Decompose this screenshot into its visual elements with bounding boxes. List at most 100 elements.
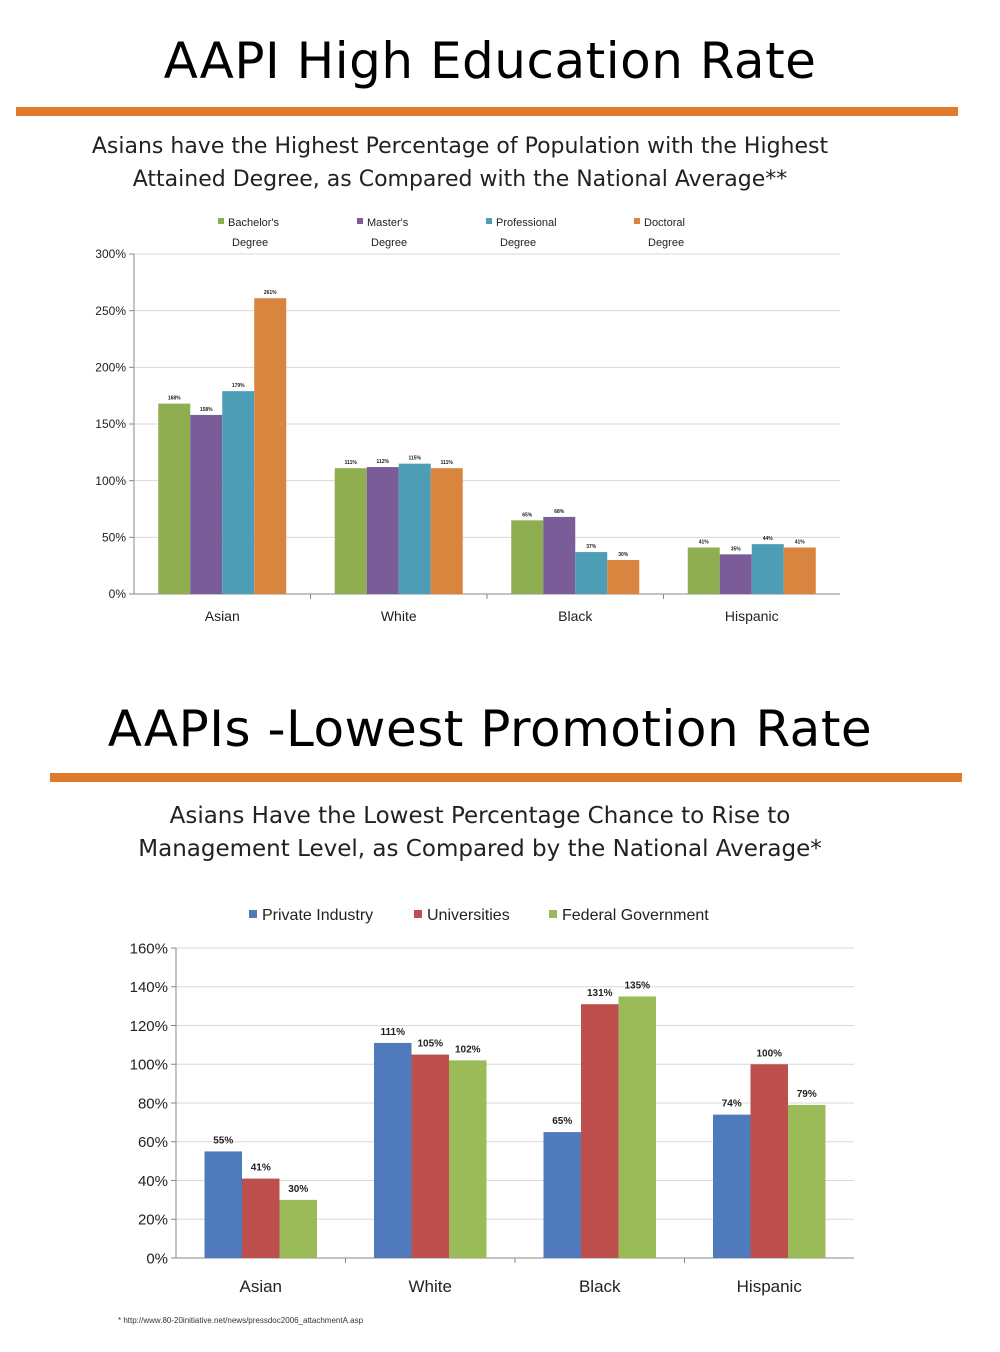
bar: [158, 403, 191, 594]
title-divider: [16, 107, 958, 116]
x-category-label: Hispanic: [737, 1277, 803, 1296]
data-label: 65%: [522, 512, 533, 518]
x-category-label: Black: [579, 1277, 621, 1296]
subtitle-line: Asians have the Highest Percentage of Po…: [91, 134, 829, 159]
data-label: 261%: [264, 290, 277, 296]
x-category-label: White: [409, 1277, 452, 1296]
data-label: 30%: [618, 552, 629, 558]
bar: [334, 468, 367, 594]
data-label: 179%: [232, 383, 245, 389]
legend-label: Professional: [496, 217, 557, 229]
subtitle-line: Management Level, as Compared by the Nat…: [138, 836, 822, 862]
bar: [511, 520, 544, 594]
bar: [607, 560, 640, 594]
legend-label: Master's: [367, 217, 409, 229]
y-tick-label: 0%: [146, 1250, 168, 1267]
legend-swatch: [357, 218, 363, 224]
y-tick-label: 60%: [138, 1134, 168, 1151]
y-tick-label: 40%: [138, 1173, 168, 1190]
bar: [430, 468, 463, 594]
bar: [575, 552, 608, 594]
data-label: 102%: [455, 1044, 481, 1055]
bar: [222, 391, 255, 594]
legend-swatch: [549, 910, 557, 918]
y-tick-label: 50%: [102, 531, 126, 545]
x-category-label: Asian: [205, 608, 240, 624]
data-label: 115%: [408, 456, 421, 462]
title-divider: [50, 773, 962, 782]
legend-label: Universities: [427, 907, 510, 924]
x-category-label: Asian: [239, 1277, 282, 1296]
data-label: 79%: [797, 1089, 817, 1100]
data-label: 111%: [345, 460, 358, 466]
legend-swatch: [414, 910, 422, 918]
legend-label: Federal Government: [562, 907, 709, 924]
data-label: 35%: [731, 546, 742, 552]
bar: [366, 467, 399, 594]
data-label: 112%: [376, 459, 389, 465]
slide-title-education: AAPI High Education Rate: [163, 32, 817, 90]
y-tick-label: 80%: [138, 1095, 168, 1112]
bar: [750, 1064, 788, 1258]
y-tick-label: 100%: [95, 474, 126, 488]
legend-label: Degree: [371, 237, 407, 249]
bar: [411, 1054, 449, 1258]
bar: [254, 298, 287, 594]
data-label: 74%: [722, 1099, 742, 1110]
subtitle-line: Attained Degree, as Compared with the Na…: [132, 167, 788, 192]
bar: [543, 516, 576, 594]
chart-subtitle-education: Asians have the Highest Percentage of Po…: [0, 130, 960, 196]
x-category-label: Black: [558, 608, 593, 624]
data-label: 65%: [552, 1116, 572, 1127]
data-label: 111%: [381, 1027, 406, 1038]
data-label: 41%: [699, 540, 710, 546]
chart-subtitle-promotion: Asians Have the Lowest Percentage Chance…: [0, 800, 980, 866]
y-tick-label: 150%: [95, 417, 126, 431]
bar: [279, 1199, 317, 1258]
y-tick-label: 300%: [95, 247, 126, 261]
y-tick-label: 250%: [95, 304, 126, 318]
bar: [618, 996, 656, 1258]
legend-swatch: [486, 218, 492, 224]
legend-label: Bachelor's: [228, 217, 280, 229]
x-category-label: Hispanic: [725, 608, 779, 624]
data-label: 111%: [441, 460, 454, 466]
subtitle-line: Asians Have the Lowest Percentage Chance…: [169, 803, 791, 829]
bar: [788, 1104, 826, 1258]
y-tick-label: 20%: [138, 1212, 168, 1229]
source-footnote: * http://www.80-20initiative.net/news/pr…: [118, 1316, 364, 1325]
bar: [398, 463, 431, 594]
legend-label: Doctoral: [644, 217, 685, 229]
legend-label: Degree: [232, 237, 268, 249]
education-bar-chart: 0% 50% 100% 150% 200% 250% 300% 168% 158% 179% 261…: [95, 217, 840, 624]
legend-label: Private Industry: [262, 907, 373, 924]
data-label: 41%: [795, 540, 806, 546]
bar: [687, 547, 720, 594]
y-tick-label: 0%: [109, 587, 127, 601]
x-category-label: White: [381, 608, 417, 624]
bar: [449, 1060, 487, 1258]
bar: [713, 1114, 751, 1258]
bar: [581, 1004, 619, 1258]
data-label: 100%: [756, 1048, 782, 1059]
bar: [374, 1042, 412, 1258]
legend-swatch: [218, 218, 224, 224]
data-label: 131%: [587, 988, 613, 999]
slide-title-promotion: AAPIs -Lowest Promotion Rate: [107, 700, 873, 758]
bar: [543, 1132, 581, 1258]
data-label: 55%: [213, 1135, 233, 1146]
bar: [783, 547, 816, 594]
y-tick-label: 100%: [130, 1057, 168, 1074]
data-label: 44%: [763, 536, 774, 542]
bar: [204, 1151, 242, 1258]
data-label: 168%: [168, 396, 181, 402]
legend-swatch: [249, 910, 257, 918]
bar: [242, 1178, 280, 1258]
data-label: 37%: [586, 544, 597, 550]
legend-label: Degree: [648, 237, 684, 249]
data-label: 41%: [251, 1163, 271, 1174]
data-label: 68%: [554, 509, 565, 515]
legend-label: Degree: [500, 237, 536, 249]
y-tick-label: 200%: [95, 361, 126, 375]
y-tick-label: 140%: [130, 979, 168, 996]
